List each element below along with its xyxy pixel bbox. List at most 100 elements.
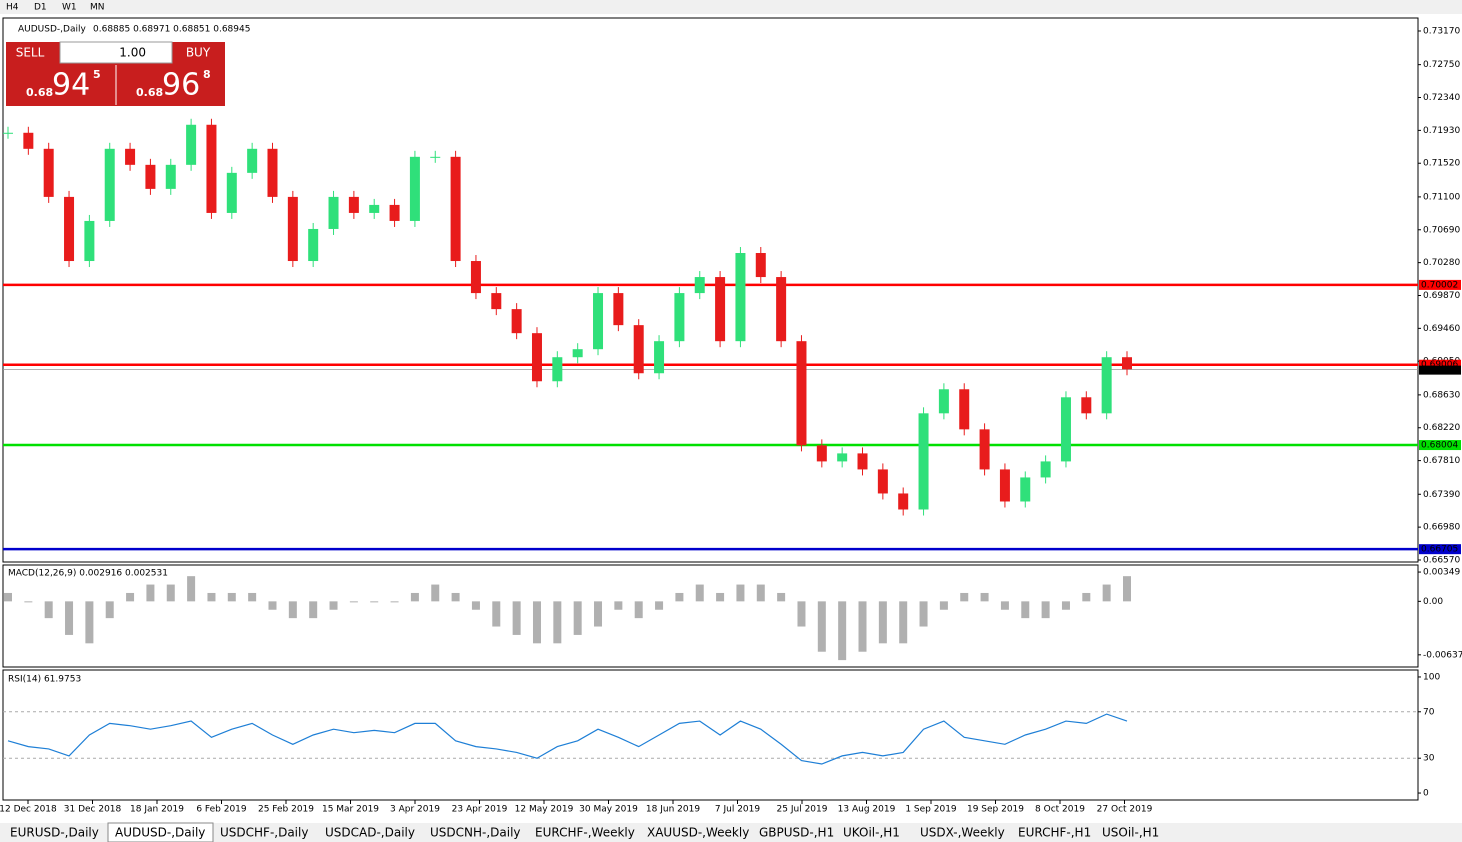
date-label: 18 Jun 2019 xyxy=(646,805,700,815)
macd-bar xyxy=(166,584,175,602)
macd-bar xyxy=(553,601,562,644)
date-label: 6 Feb 2019 xyxy=(196,805,247,815)
candle xyxy=(1020,477,1031,502)
candle xyxy=(470,261,481,294)
symbol-tab[interactable]: XAUUSD-,Weekly xyxy=(647,826,749,840)
macd-bar xyxy=(126,592,135,602)
price-label: 0 xyxy=(1423,789,1429,799)
candle xyxy=(267,148,278,197)
symbol-tab[interactable]: USDCNH-,Daily xyxy=(430,826,521,840)
macd-bar xyxy=(187,576,196,602)
macd-bar xyxy=(248,592,257,602)
date-label: 13 Aug 2019 xyxy=(838,805,896,815)
timeframe-tab[interactable]: D1 xyxy=(34,3,47,13)
symbol-tab[interactable]: EURCHF-,Weekly xyxy=(535,826,635,840)
candle xyxy=(613,293,624,326)
quote: 0.68885 0.68971 0.68851 0.68945 xyxy=(93,25,250,35)
price-label: 0.66570 xyxy=(1423,555,1460,565)
candle xyxy=(755,253,766,278)
macd-bar xyxy=(349,601,358,603)
timeframe-tab[interactable]: H4 xyxy=(6,3,19,13)
macd-bar xyxy=(431,584,440,602)
symbol-tab[interactable]: UKOil-,H1 xyxy=(843,826,900,840)
macd-bar xyxy=(1061,601,1070,610)
symbol-tab[interactable]: EURUSD-,Daily xyxy=(10,826,99,840)
macd-bar xyxy=(858,601,867,652)
price-label: 30 xyxy=(1423,754,1435,764)
symbol-tab[interactable]: EURCHF-,H1 xyxy=(1018,826,1091,840)
macd-bar xyxy=(939,601,948,610)
macd-bar xyxy=(65,601,74,635)
sell-fraction: 5 xyxy=(93,68,101,81)
price-label: 0.73170 xyxy=(1423,26,1460,36)
toolbar xyxy=(0,0,1462,14)
timeframe-tab[interactable]: W1 xyxy=(62,3,77,13)
macd-bar xyxy=(146,584,155,602)
buy-prefix: 0.68 xyxy=(136,86,163,99)
macd-bar xyxy=(614,601,623,610)
candle xyxy=(776,277,787,342)
price-label: 0.67390 xyxy=(1423,490,1460,500)
date-label: 30 May 2019 xyxy=(579,805,638,815)
price-label: 0.70280 xyxy=(1423,258,1460,268)
candle xyxy=(409,156,420,221)
macd-bar xyxy=(716,592,725,602)
candle xyxy=(491,293,502,310)
symbol-tab[interactable]: USOil-,H1 xyxy=(1102,826,1159,840)
candle xyxy=(572,349,583,358)
macd-bar xyxy=(594,601,603,627)
candle xyxy=(898,493,909,510)
symbol-tab[interactable]: USDCAD-,Daily xyxy=(325,826,415,840)
candle xyxy=(1101,357,1112,414)
buy-button[interactable]: BUY xyxy=(186,46,211,60)
candle xyxy=(450,156,461,262)
symbol-tab[interactable]: USDX-,Weekly xyxy=(920,826,1005,840)
candle xyxy=(877,469,888,494)
lots: 1.00 xyxy=(119,46,146,60)
macd-bar xyxy=(329,601,338,610)
price-label: 0.69870 xyxy=(1423,291,1460,301)
candle xyxy=(430,156,441,158)
candle xyxy=(654,341,665,374)
candle xyxy=(938,389,949,414)
candle xyxy=(511,309,522,334)
candle xyxy=(186,124,197,165)
buy-pips: 96 xyxy=(162,68,200,103)
candle xyxy=(287,196,298,262)
price-label: 0.71100 xyxy=(1423,192,1460,202)
date-label: 19 Sep 2019 xyxy=(967,805,1024,815)
level-label: 0.66705 xyxy=(1421,545,1458,555)
buy-fraction: 8 xyxy=(203,68,211,81)
candle xyxy=(918,413,929,510)
date-label: 18 Jan 2019 xyxy=(130,805,184,815)
macd-bar xyxy=(655,601,664,610)
price-label: 0.72340 xyxy=(1423,93,1460,103)
sell-button[interactable]: SELL xyxy=(16,46,45,60)
timeframe-tab[interactable]: MN xyxy=(90,3,105,13)
lots-box[interactable] xyxy=(59,41,173,64)
candle xyxy=(1060,397,1071,462)
price-label: 0.66980 xyxy=(1423,523,1460,533)
price-label: -0.00637 xyxy=(1423,650,1462,660)
candle xyxy=(348,196,359,213)
price-label: 0.70690 xyxy=(1423,225,1460,235)
bid-label: 0.68945 xyxy=(1421,365,1458,375)
symbol-tab[interactable]: AUDUSD-,Daily xyxy=(115,826,205,840)
candle xyxy=(531,333,542,382)
price-label: 0.68630 xyxy=(1423,390,1460,400)
price-label: 0.68220 xyxy=(1423,423,1460,433)
macd-bar xyxy=(573,601,582,635)
macd-bar xyxy=(105,601,114,619)
symbol-tab[interactable]: GBPUSD-,H1 xyxy=(759,826,834,840)
macd-bar xyxy=(390,601,399,603)
sell-prefix: 0.68 xyxy=(26,86,53,99)
candle xyxy=(1081,397,1092,414)
candle xyxy=(23,132,34,149)
price-label: 0.71520 xyxy=(1423,159,1460,169)
date-label: 1 Sep 2019 xyxy=(905,805,957,815)
symbol-tab[interactable]: USDCHF-,Daily xyxy=(220,826,308,840)
macd-bar xyxy=(1000,601,1009,610)
macd-bar xyxy=(777,592,786,602)
candle xyxy=(125,148,136,165)
price-label: 0.72750 xyxy=(1423,60,1460,70)
